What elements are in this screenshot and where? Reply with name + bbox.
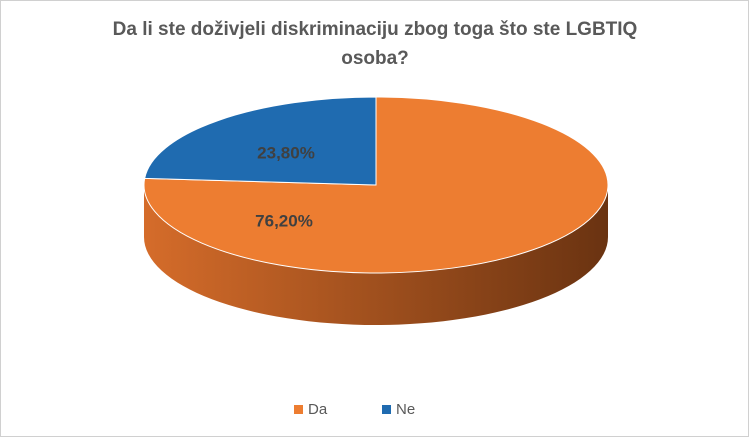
data-label: 76,20%: [255, 211, 313, 230]
slice-side: [144, 185, 608, 325]
legend-label: Da: [308, 401, 328, 418]
chart-title: Da li ste doživjeli diskriminaciju zbog …: [112, 19, 638, 69]
slice: [144, 96, 377, 186]
legend-swatch: [294, 405, 303, 414]
legend-swatch: [382, 405, 391, 414]
data-label: 23,80%: [257, 143, 315, 162]
legend-label: Ne: [396, 401, 415, 418]
